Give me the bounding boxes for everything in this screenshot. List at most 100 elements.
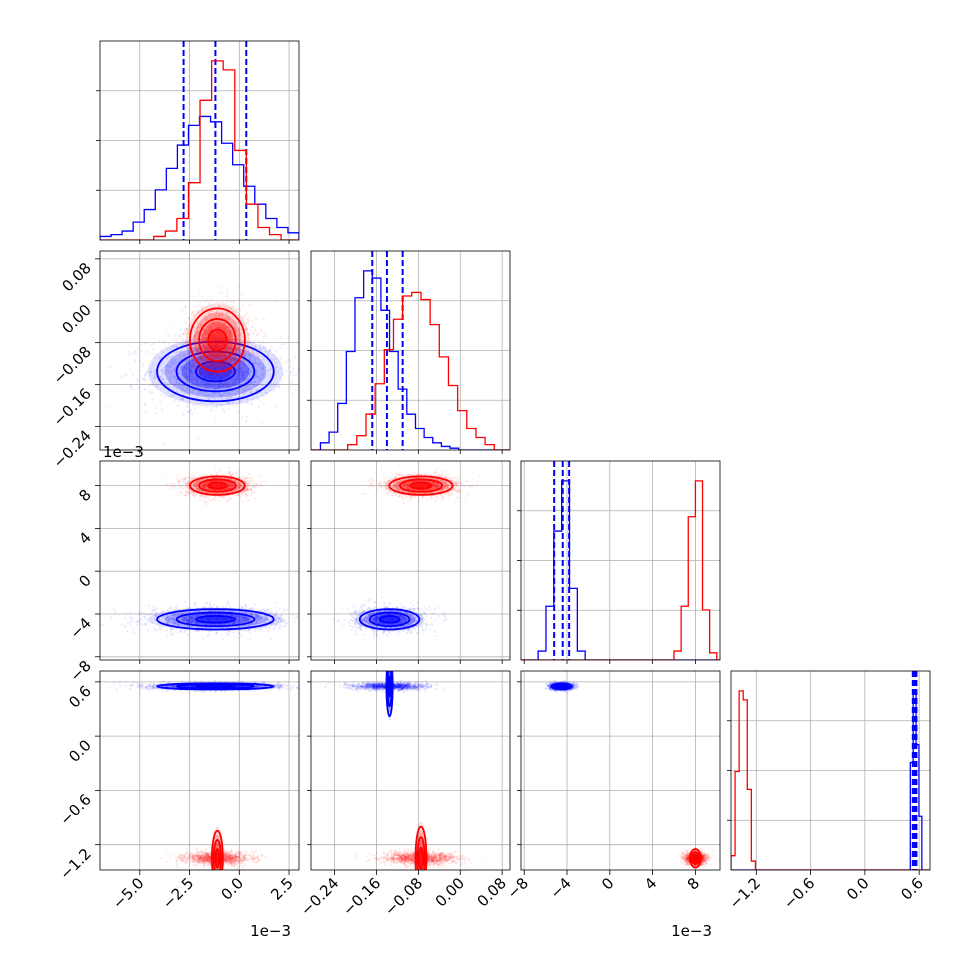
scatter-point [208, 366, 211, 369]
scatter-point [226, 385, 230, 389]
scatter-point [239, 360, 242, 363]
scatter-point [203, 376, 207, 379]
scatter-point [164, 617, 167, 621]
scatter-point [215, 364, 218, 368]
scatter-point [195, 342, 198, 345]
scatter-point [201, 334, 204, 337]
scatter-point [220, 311, 224, 315]
scatter-point [208, 393, 211, 396]
scatter-point [210, 363, 213, 366]
scatter-point [226, 376, 229, 379]
scatter-point [124, 612, 127, 615]
scatter-point [186, 393, 190, 396]
scatter-point [206, 350, 209, 354]
scatter-point [213, 340, 216, 343]
scatter-point [176, 339, 179, 342]
scatter-point [208, 310, 211, 314]
scatter-point [194, 602, 198, 605]
scatter-point [246, 488, 249, 491]
scatter-point [212, 335, 215, 338]
scatter-point [226, 618, 229, 621]
scatter-point [244, 364, 247, 367]
scatter-point [208, 371, 211, 375]
scatter-point [191, 311, 194, 315]
scatter-point [251, 622, 254, 625]
scatter-point [168, 382, 171, 386]
scatter-point [184, 375, 187, 378]
scatter-point [148, 604, 151, 607]
scatter-point [215, 354, 218, 357]
scatter-point [275, 623, 279, 626]
scatter-point [155, 611, 158, 614]
scatter-point [234, 358, 237, 361]
scatter-point [210, 343, 213, 346]
scatter-point [170, 362, 173, 365]
scatter-point [201, 618, 204, 621]
panel-content [101, 466, 299, 642]
scatter-point [201, 379, 205, 382]
scatter-point [220, 365, 223, 368]
scatter-point [264, 350, 268, 353]
scatter-point [211, 616, 214, 620]
scatter-point [212, 322, 215, 325]
scatter-point [244, 378, 247, 381]
scatter-point [216, 340, 220, 344]
scatter-point [173, 622, 176, 625]
scatter-point [237, 381, 240, 384]
scatter-point [217, 345, 221, 349]
scatter-point [221, 367, 224, 370]
scatter-point [216, 384, 219, 387]
scatter-point [221, 618, 224, 621]
scatter-point [190, 618, 193, 621]
scatter-point [273, 374, 277, 377]
scatter-point [197, 622, 201, 625]
scatter-point [208, 374, 212, 377]
scatter-point [244, 618, 247, 621]
scatter-point [193, 337, 196, 340]
scatter-point [101, 623, 104, 626]
scatter-point [217, 356, 220, 359]
scatter-point [221, 408, 225, 411]
scatter-point [150, 383, 153, 386]
scatter-point [236, 377, 239, 380]
scatter-point [215, 344, 218, 348]
scatter-point [217, 347, 220, 350]
scatter-point [220, 342, 223, 346]
scatter-point [211, 364, 214, 367]
scatter-point [228, 370, 231, 373]
scatter-point [249, 391, 253, 394]
scatter-point [214, 468, 217, 471]
scatter-point [221, 384, 224, 387]
scatter-point [214, 347, 217, 350]
scatter-point [232, 339, 235, 342]
scatter-point [246, 317, 249, 320]
scatter-point [153, 609, 156, 612]
scatter-point [247, 402, 250, 405]
scatter-point [194, 347, 198, 350]
scatter-point [237, 372, 240, 375]
scatter-point [228, 618, 231, 622]
scatter-point [233, 378, 236, 382]
scatter-point [247, 333, 250, 336]
scatter-point [179, 619, 183, 622]
scatter-point [174, 334, 177, 337]
scatter-point [175, 475, 179, 479]
scatter-point [263, 332, 266, 335]
scatter-point [218, 331, 222, 334]
scatter-point [236, 368, 239, 371]
scatter-point [244, 328, 247, 331]
scatter-point [190, 616, 193, 619]
scatter-point [203, 609, 207, 612]
scatter-point [230, 347, 234, 351]
scatter-point [228, 347, 231, 350]
scatter-point [156, 613, 159, 617]
scatter-point [167, 618, 170, 621]
scatter-point [214, 338, 217, 341]
contour-a [175, 611, 256, 628]
scatter-point [223, 609, 226, 612]
scatter-point [200, 309, 203, 312]
scatter-point [210, 315, 213, 319]
scatter-point [180, 616, 183, 619]
scatter-point [187, 380, 190, 383]
scatter-point [168, 366, 171, 370]
